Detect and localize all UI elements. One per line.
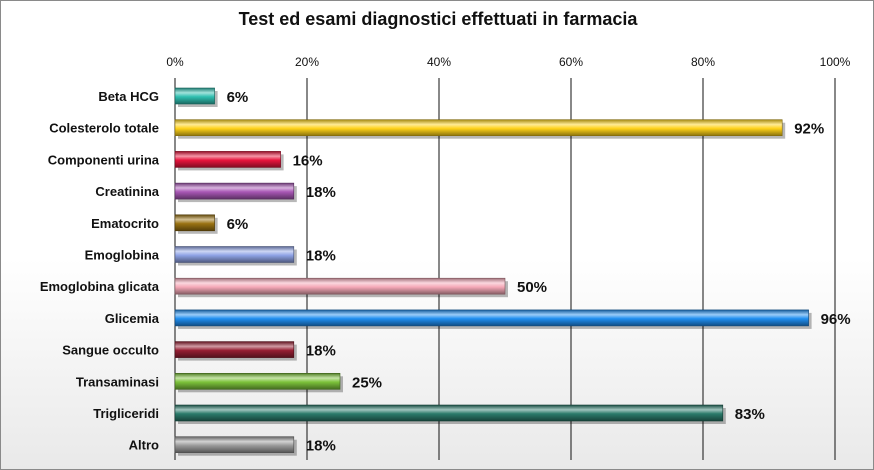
bar bbox=[174, 151, 281, 168]
value-label: 25% bbox=[352, 374, 382, 391]
bar bbox=[174, 182, 295, 200]
grid-layer bbox=[174, 78, 836, 460]
category-label: Ematocrito bbox=[91, 216, 159, 231]
value-label: 92% bbox=[794, 121, 824, 138]
bar bbox=[174, 87, 215, 105]
category-label: Colesterolo totale bbox=[49, 121, 159, 136]
value-label: 18% bbox=[306, 184, 336, 201]
bar bbox=[174, 341, 295, 358]
value-label: 6% bbox=[227, 89, 249, 106]
category-label: Sangue occulto bbox=[62, 343, 159, 358]
category-label: Beta HCG bbox=[98, 89, 159, 104]
value-label: 18% bbox=[306, 248, 336, 265]
bar bbox=[174, 119, 783, 136]
y-axis: Beta HCG Colesterolo totale Componenti uri… bbox=[40, 89, 160, 453]
value-label: 18% bbox=[306, 438, 336, 455]
bar bbox=[174, 277, 506, 295]
x-axis: 0% 20% 40% 60% 80% 100% bbox=[166, 55, 850, 69]
value-label: 18% bbox=[306, 343, 336, 360]
x-tick-label: 60% bbox=[559, 55, 583, 69]
bar bbox=[174, 372, 341, 390]
x-tick-label: 0% bbox=[166, 55, 184, 69]
bar bbox=[174, 404, 724, 422]
bar bbox=[174, 214, 215, 232]
value-label: 96% bbox=[821, 311, 851, 328]
x-tick-label: 20% bbox=[295, 55, 319, 69]
x-tick-label: 80% bbox=[691, 55, 715, 69]
bar bbox=[174, 246, 295, 263]
value-label: 6% bbox=[227, 216, 249, 233]
value-label: 50% bbox=[517, 279, 547, 296]
bars bbox=[174, 87, 812, 456]
category-label: Emoglobina bbox=[85, 248, 160, 263]
value-label: 83% bbox=[735, 406, 765, 423]
data-labels: 6% 92% 16% 18% 6% 18% 50% 96% 18% 25% 83% 18% bbox=[227, 89, 851, 455]
category-label: Emoglobina glicata bbox=[40, 279, 160, 294]
bar bbox=[174, 436, 295, 454]
x-tick-label: 40% bbox=[427, 55, 451, 69]
x-tick-label: 100% bbox=[820, 55, 851, 69]
bar bbox=[174, 309, 809, 327]
category-label: Glicemia bbox=[105, 311, 160, 326]
value-label: 16% bbox=[293, 152, 323, 169]
category-label: Componenti urina bbox=[48, 152, 160, 167]
category-label: Trigliceridi bbox=[93, 406, 159, 421]
category-label: Creatinina bbox=[95, 184, 159, 199]
category-label: Altro bbox=[129, 438, 159, 453]
category-label: Transaminasi bbox=[76, 374, 159, 389]
chart-title: Test ed esami diagnostici effettuati in … bbox=[238, 9, 638, 29]
